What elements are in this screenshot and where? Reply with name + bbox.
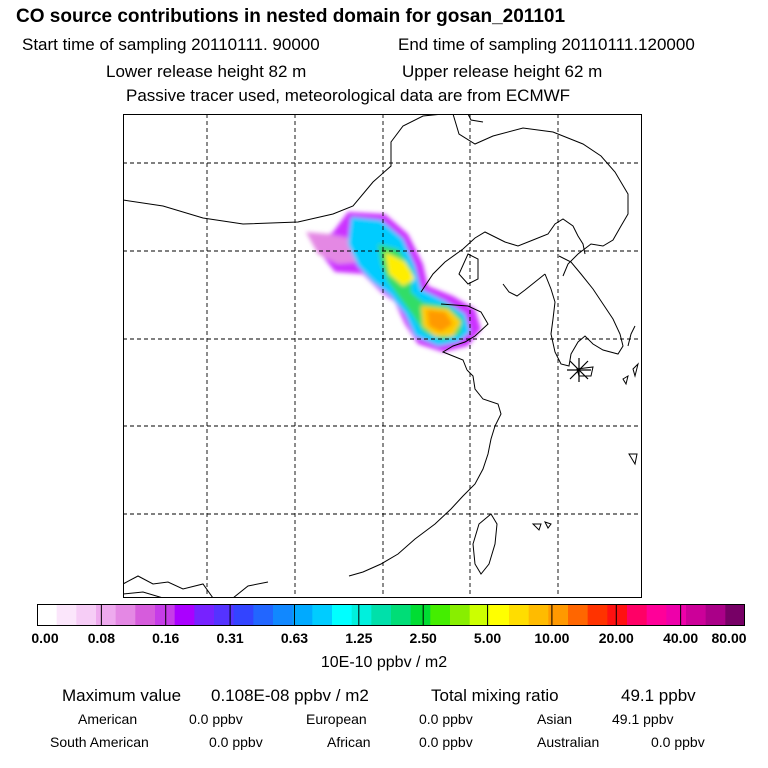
colorbar-tick-label: 20.00 (598, 630, 634, 646)
colorbar-segment (489, 604, 510, 626)
colorbar-segment (56, 604, 77, 626)
colorbar-tick-label: 0.00 (31, 630, 59, 646)
region-value: 0.0 ppbv (419, 734, 473, 750)
colorbar-tick-label: 40.00 (663, 630, 699, 646)
coastlines-borders (123, 114, 639, 598)
colorbar-segment (410, 604, 431, 626)
colorbar-tick-label: 2.50 (409, 630, 437, 646)
colorbar-segment (509, 604, 530, 626)
colorbar-segment (705, 604, 726, 626)
region-name: South American (50, 734, 149, 750)
colorbar-segment (430, 604, 451, 626)
colorbar-tick-label: 0.16 (152, 630, 180, 646)
colorbar-segment (568, 604, 589, 626)
colorbar (37, 604, 745, 626)
receptor-star-marker (567, 358, 591, 382)
colorbar-segment (528, 604, 549, 626)
region-value: 0.0 ppbv (209, 734, 263, 750)
colorbar-segment (587, 604, 608, 626)
colorbar-segment (371, 604, 392, 626)
colorbar-segment (214, 604, 235, 626)
region-value: 49.1 ppbv (612, 711, 674, 727)
colorbar-segment (686, 604, 707, 626)
colorbar-tick-label: 80.00 (711, 630, 747, 646)
colorbar-segment (450, 604, 471, 626)
region-value: 0.0 ppbv (419, 711, 473, 727)
colorbar-segment (646, 604, 667, 626)
colorbar-tick-label: 10.00 (534, 630, 570, 646)
colorbar-segment (273, 604, 294, 626)
colorbar-segment (37, 604, 58, 626)
max-value-label: Maximum value (62, 686, 182, 705)
region-name: Asian (537, 711, 573, 727)
start-time-label: Start time of sampling 20110111. 90000 (22, 35, 320, 54)
colorbar-segment (292, 604, 313, 626)
colorbar-segment (76, 604, 97, 626)
colorbar-tick-label: 1.25 (345, 630, 373, 646)
end-time-label: End time of sampling 20110111.120000 (398, 35, 695, 54)
colorbar-segment (135, 604, 156, 626)
colorbar-segment (253, 604, 274, 626)
colorbar-segment (607, 604, 628, 626)
colorbar-tick-label: 5.00 (473, 630, 502, 646)
region-value: 0.0 ppbv (189, 711, 243, 727)
colorbar-segment (391, 604, 412, 626)
lat-lon-grid (123, 114, 642, 598)
colorbar-segment (155, 604, 176, 626)
total-mixing-value: 49.1 ppbv (621, 686, 696, 705)
region-name: African (327, 734, 371, 750)
colorbar-tick-label: 0.31 (216, 630, 244, 646)
colorbar-segment (627, 604, 648, 626)
colorbar-segment (115, 604, 136, 626)
total-mixing-label: Total mixing ratio (431, 686, 559, 705)
colorbar-segment (174, 604, 195, 626)
region-name: American (78, 711, 138, 727)
upper-release-height: Upper release height 62 m (402, 62, 603, 81)
region-name: European (306, 711, 367, 727)
colorbar-segment (233, 604, 254, 626)
colorbar-units: 10E-10 ppbv / m2 (320, 654, 448, 671)
colorbar-segment (194, 604, 215, 626)
tracer-note: Passive tracer used, meteorological data… (126, 86, 571, 105)
colorbar-segment (351, 604, 372, 626)
max-value: 0.108E-08 ppbv / m2 (211, 686, 369, 705)
map-panel (123, 114, 642, 598)
lower-release-height: Lower release height 82 m (106, 62, 307, 81)
region-value: 0.0 ppbv (651, 734, 705, 750)
colorbar-segment (666, 604, 687, 626)
colorbar-segment (725, 604, 745, 626)
concentration-plume (306, 212, 481, 352)
colorbar-tick-label: 0.63 (280, 630, 309, 646)
colorbar-segment (312, 604, 333, 626)
colorbar-segment (332, 604, 353, 626)
region-name: Australian (537, 734, 600, 750)
colorbar-segment (548, 604, 569, 626)
figure-title: CO source contributions in nested domain… (16, 6, 566, 27)
colorbar-tick-label: 0.08 (87, 630, 115, 646)
map-border (123, 114, 642, 598)
colorbar-segment (469, 604, 490, 626)
colorbar-segment (96, 604, 117, 626)
